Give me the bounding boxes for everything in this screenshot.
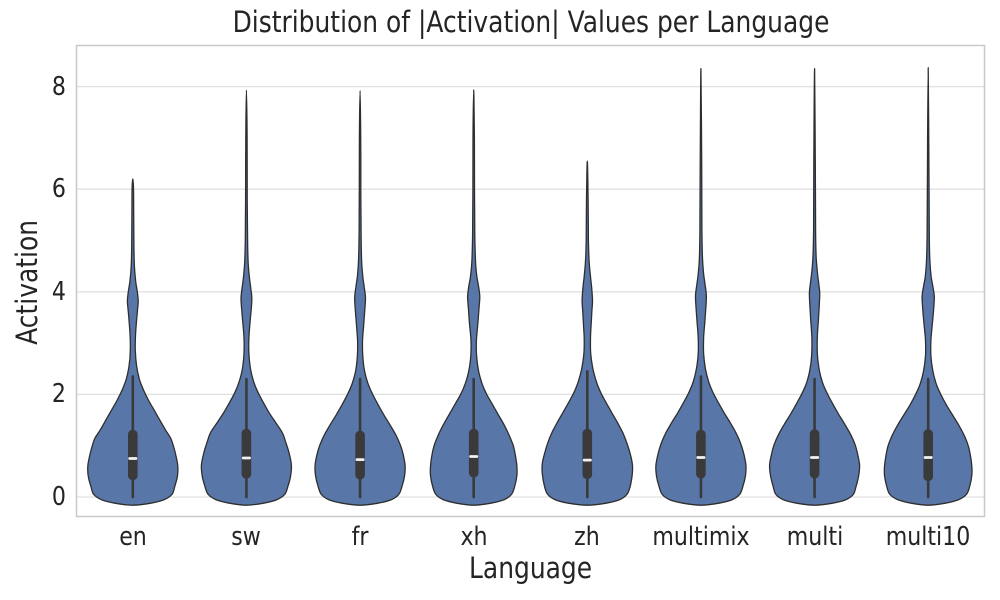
x-axis-label: Language xyxy=(76,552,985,584)
y-tick-label-0: 0 xyxy=(51,482,66,512)
violin-body-zh xyxy=(541,160,634,506)
iqr-box-multi10 xyxy=(923,429,933,482)
chart-title-text: Distribution of |Activation| Values per … xyxy=(232,5,829,39)
violin-body-multimix xyxy=(655,67,747,506)
y-tick-label-6: 6 xyxy=(51,174,66,204)
median-marker-sw xyxy=(241,456,251,460)
median-marker-multi10 xyxy=(923,456,933,459)
iqr-box-multi xyxy=(809,429,820,479)
iqr-box-xh xyxy=(468,428,479,478)
violin-body-sw xyxy=(200,89,293,506)
median-marker-fr xyxy=(355,458,365,461)
violin-body-multi xyxy=(768,67,861,506)
chart-title: Distribution of |Activation| Values per … xyxy=(76,6,985,38)
median-marker-multimix xyxy=(696,456,706,459)
x-tick-label-multimix: multimix xyxy=(652,522,750,552)
x-tick-label-multi10: multi10 xyxy=(885,522,971,552)
violin-body-xh xyxy=(429,89,518,506)
violin-body-en xyxy=(87,178,179,506)
x-tick-label-multi: multi xyxy=(786,522,844,552)
y-tick-label-2: 2 xyxy=(51,379,66,409)
x-tick-label-en: en xyxy=(119,522,147,552)
iqr-box-fr xyxy=(355,430,365,480)
x-tick-label-fr: fr xyxy=(351,522,369,552)
x-axis-label-text: Language xyxy=(468,551,593,585)
iqr-box-multimix xyxy=(696,429,706,479)
iqr-box-sw xyxy=(241,428,252,479)
violin-body-fr xyxy=(314,90,406,506)
x-tick-label-zh: zh xyxy=(574,522,600,552)
violin-body-multi10 xyxy=(883,66,973,506)
median-marker-en xyxy=(128,457,138,460)
median-marker-xh xyxy=(469,455,479,458)
x-tick-label-sw: sw xyxy=(231,522,261,552)
median-marker-zh xyxy=(582,458,592,462)
iqr-box-zh xyxy=(582,428,593,480)
y-tick-label-4: 4 xyxy=(51,277,66,307)
iqr-box-en xyxy=(128,429,138,481)
x-tick-label-xh: xh xyxy=(460,522,488,552)
y-tick-label-8: 8 xyxy=(51,72,66,102)
median-marker-multi xyxy=(810,456,820,459)
axes-border xyxy=(75,44,986,518)
